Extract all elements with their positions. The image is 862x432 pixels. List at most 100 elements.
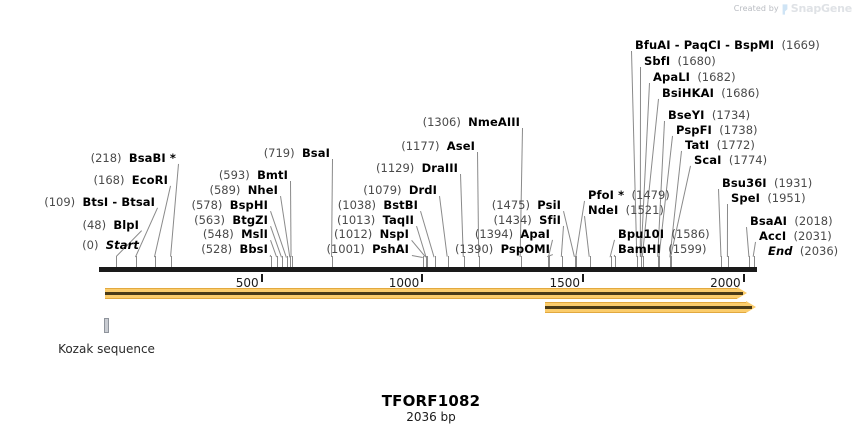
restriction-site-tick[interactable] [721, 256, 723, 268]
enzyme-label-bpu10i[interactable]: Bpu10I (1586) [618, 228, 710, 240]
enzyme-label-start[interactable]: (0) Start [82, 239, 139, 251]
enzyme-label-bsihkai[interactable]: BsiHKAI (1686) [662, 87, 760, 99]
restriction-site-tick[interactable] [422, 256, 424, 268]
restriction-site-tick[interactable] [171, 256, 173, 268]
restriction-site-tick[interactable] [281, 256, 283, 268]
restriction-site-tick[interactable] [671, 256, 673, 268]
enzyme-label-pspfi[interactable]: PspFI (1738) [676, 124, 758, 136]
restriction-site-tick[interactable] [753, 256, 755, 268]
enzyme-label-bsai[interactable]: (719) BsaI [264, 147, 330, 159]
enzyme-label-sfii[interactable]: (1434) SfiI [494, 214, 561, 226]
enzyme-label-bbsi[interactable]: (528) BbsI [201, 243, 268, 255]
enzyme-label-acci[interactable]: AccI (2031) [759, 230, 832, 242]
sequence-backbone[interactable] [99, 267, 757, 272]
enzyme-label-apai[interactable]: (1394) ApaI [475, 228, 550, 240]
enzyme-label-bmti[interactable]: (593) BmtI [219, 169, 288, 181]
restriction-site-tick[interactable] [574, 256, 576, 268]
restriction-site-tick[interactable] [576, 256, 578, 268]
enzyme-name-psii: PsiI [537, 198, 561, 212]
enzyme-label-drdi[interactable]: (1079) DrdI [363, 184, 437, 196]
enzyme-label-blpi[interactable]: (48) BlpI [82, 219, 139, 231]
enzyme-position-sfii: (1434) [493, 213, 532, 227]
enzyme-label-nspi[interactable]: (1012) NspI [334, 228, 409, 240]
enzyme-label-pfoi[interactable]: PfoI * (1479) [588, 189, 670, 201]
enzyme-label-draiii[interactable]: (1129) DraIII [376, 162, 458, 174]
leader-line [560, 225, 564, 257]
restriction-site-tick[interactable] [561, 256, 563, 268]
enzyme-label-bfuai[interactable]: BfuAI - PaqCI - BspMI (1669) [635, 39, 820, 51]
enzyme-name-bamhi: BamHI [618, 242, 661, 256]
enzyme-position-drdi: (1079) [363, 183, 402, 197]
restriction-site-tick[interactable] [610, 256, 612, 268]
restriction-site-tick[interactable] [290, 256, 292, 268]
restriction-site-tick[interactable] [434, 256, 436, 268]
enzyme-label-scai[interactable]: ScaI (1774) [694, 154, 767, 166]
restriction-site-tick[interactable] [154, 256, 156, 268]
enzyme-name-asei: AseI [446, 139, 475, 153]
enzyme-position-blpi: (48) [82, 218, 107, 232]
enzyme-name-btgzi: BtgZI [232, 213, 268, 227]
enzyme-label-psii[interactable]: (1475) PsiI [492, 199, 561, 211]
restriction-site-tick[interactable] [749, 256, 751, 268]
restriction-site-tick[interactable] [589, 256, 591, 268]
restriction-site-tick[interactable] [670, 256, 672, 268]
restriction-site-tick[interactable] [116, 256, 118, 268]
enzyme-position-start: (0) [82, 238, 99, 252]
enzyme-label-bamhi[interactable]: BamHI (1599) [618, 243, 706, 255]
ruler-tick-label: 500 [235, 276, 259, 290]
restriction-site-tick[interactable] [548, 256, 550, 268]
enzyme-label-btgzi[interactable]: (563) BtgZI [194, 214, 268, 226]
restriction-site-tick[interactable] [637, 256, 639, 268]
leader-line [411, 255, 423, 258]
enzyme-label-spei[interactable]: SpeI (1951) [731, 192, 806, 204]
leader-line [726, 203, 728, 257]
restriction-site-tick[interactable] [642, 256, 644, 268]
restriction-site-tick[interactable] [659, 256, 661, 268]
enzyme-label-taqii[interactable]: (1013) TaqII [337, 214, 414, 226]
enzyme-label-bstbi[interactable]: (1038) BstBI [338, 199, 418, 211]
enzyme-label-end[interactable]: End (2036) [768, 245, 838, 257]
restriction-site-tick[interactable] [270, 256, 272, 268]
restriction-site-tick[interactable] [727, 256, 729, 268]
restriction-site-tick[interactable] [286, 256, 288, 268]
enzyme-label-asei[interactable]: (1177) AseI [401, 140, 475, 152]
restriction-site-tick[interactable] [136, 256, 138, 268]
ruler-tick [742, 274, 745, 282]
restriction-site-tick[interactable] [447, 256, 449, 268]
enzyme-label-bseyi[interactable]: BseYI (1734) [668, 109, 750, 121]
enzyme-label-tati[interactable]: TatI (1772) [685, 139, 755, 151]
enzyme-label-msli[interactable]: (548) MslI [203, 228, 268, 240]
restriction-site-tick[interactable] [641, 256, 643, 268]
feature-orf-arrow[interactable] [104, 287, 747, 299]
enzyme-label-bsphi[interactable]: (578) BspHI [192, 199, 269, 211]
enzyme-label-bsabi[interactable]: (218) BsaBI * [91, 152, 176, 164]
restriction-site-tick[interactable] [291, 256, 293, 268]
enzyme-label-pspomi[interactable]: (1390) PspOMI [455, 243, 550, 255]
enzyme-label-bsu36i[interactable]: Bsu36I (1931) [722, 177, 812, 189]
feature-kozak-sequence[interactable] [104, 318, 109, 333]
enzyme-label-btsi[interactable]: (109) BtsI - BtsaI [44, 196, 155, 208]
enzyme-label-sbfi[interactable]: SbfI (1680) [644, 55, 716, 67]
restriction-site-tick[interactable] [479, 256, 481, 268]
enzyme-label-ndei[interactable]: NdeI (1521) [588, 204, 664, 216]
restriction-site-tick[interactable] [547, 256, 549, 268]
restriction-site-tick[interactable] [426, 256, 428, 268]
enzyme-name-bsphi: BspHI [229, 198, 268, 212]
enzyme-name-drdi: DrdI [408, 183, 437, 197]
restriction-site-tick[interactable] [520, 256, 522, 268]
enzyme-name-apai: ApaI [520, 227, 550, 241]
restriction-site-tick[interactable] [614, 256, 616, 268]
enzyme-label-bsaai[interactable]: BsaAI (2018) [750, 215, 833, 227]
feature-orf-arrow[interactable] [545, 301, 757, 313]
enzyme-label-pshai[interactable]: (1001) PshAI [327, 243, 410, 255]
enzyme-name-blpi: BlpI [113, 218, 139, 232]
enzyme-label-apali[interactable]: ApaLI (1682) [653, 71, 736, 83]
restriction-site-tick[interactable] [658, 256, 660, 268]
enzyme-label-nmeaiii[interactable]: (1306) NmeAIII [423, 116, 520, 128]
restriction-site-tick[interactable] [463, 256, 465, 268]
enzyme-label-nhei[interactable]: (589) NheI [209, 184, 278, 196]
restriction-site-tick[interactable] [277, 256, 279, 268]
enzyme-label-ecori[interactable]: (168) EcoRI [94, 174, 168, 186]
restriction-site-tick[interactable] [332, 256, 334, 268]
restriction-site-tick[interactable] [640, 256, 642, 268]
